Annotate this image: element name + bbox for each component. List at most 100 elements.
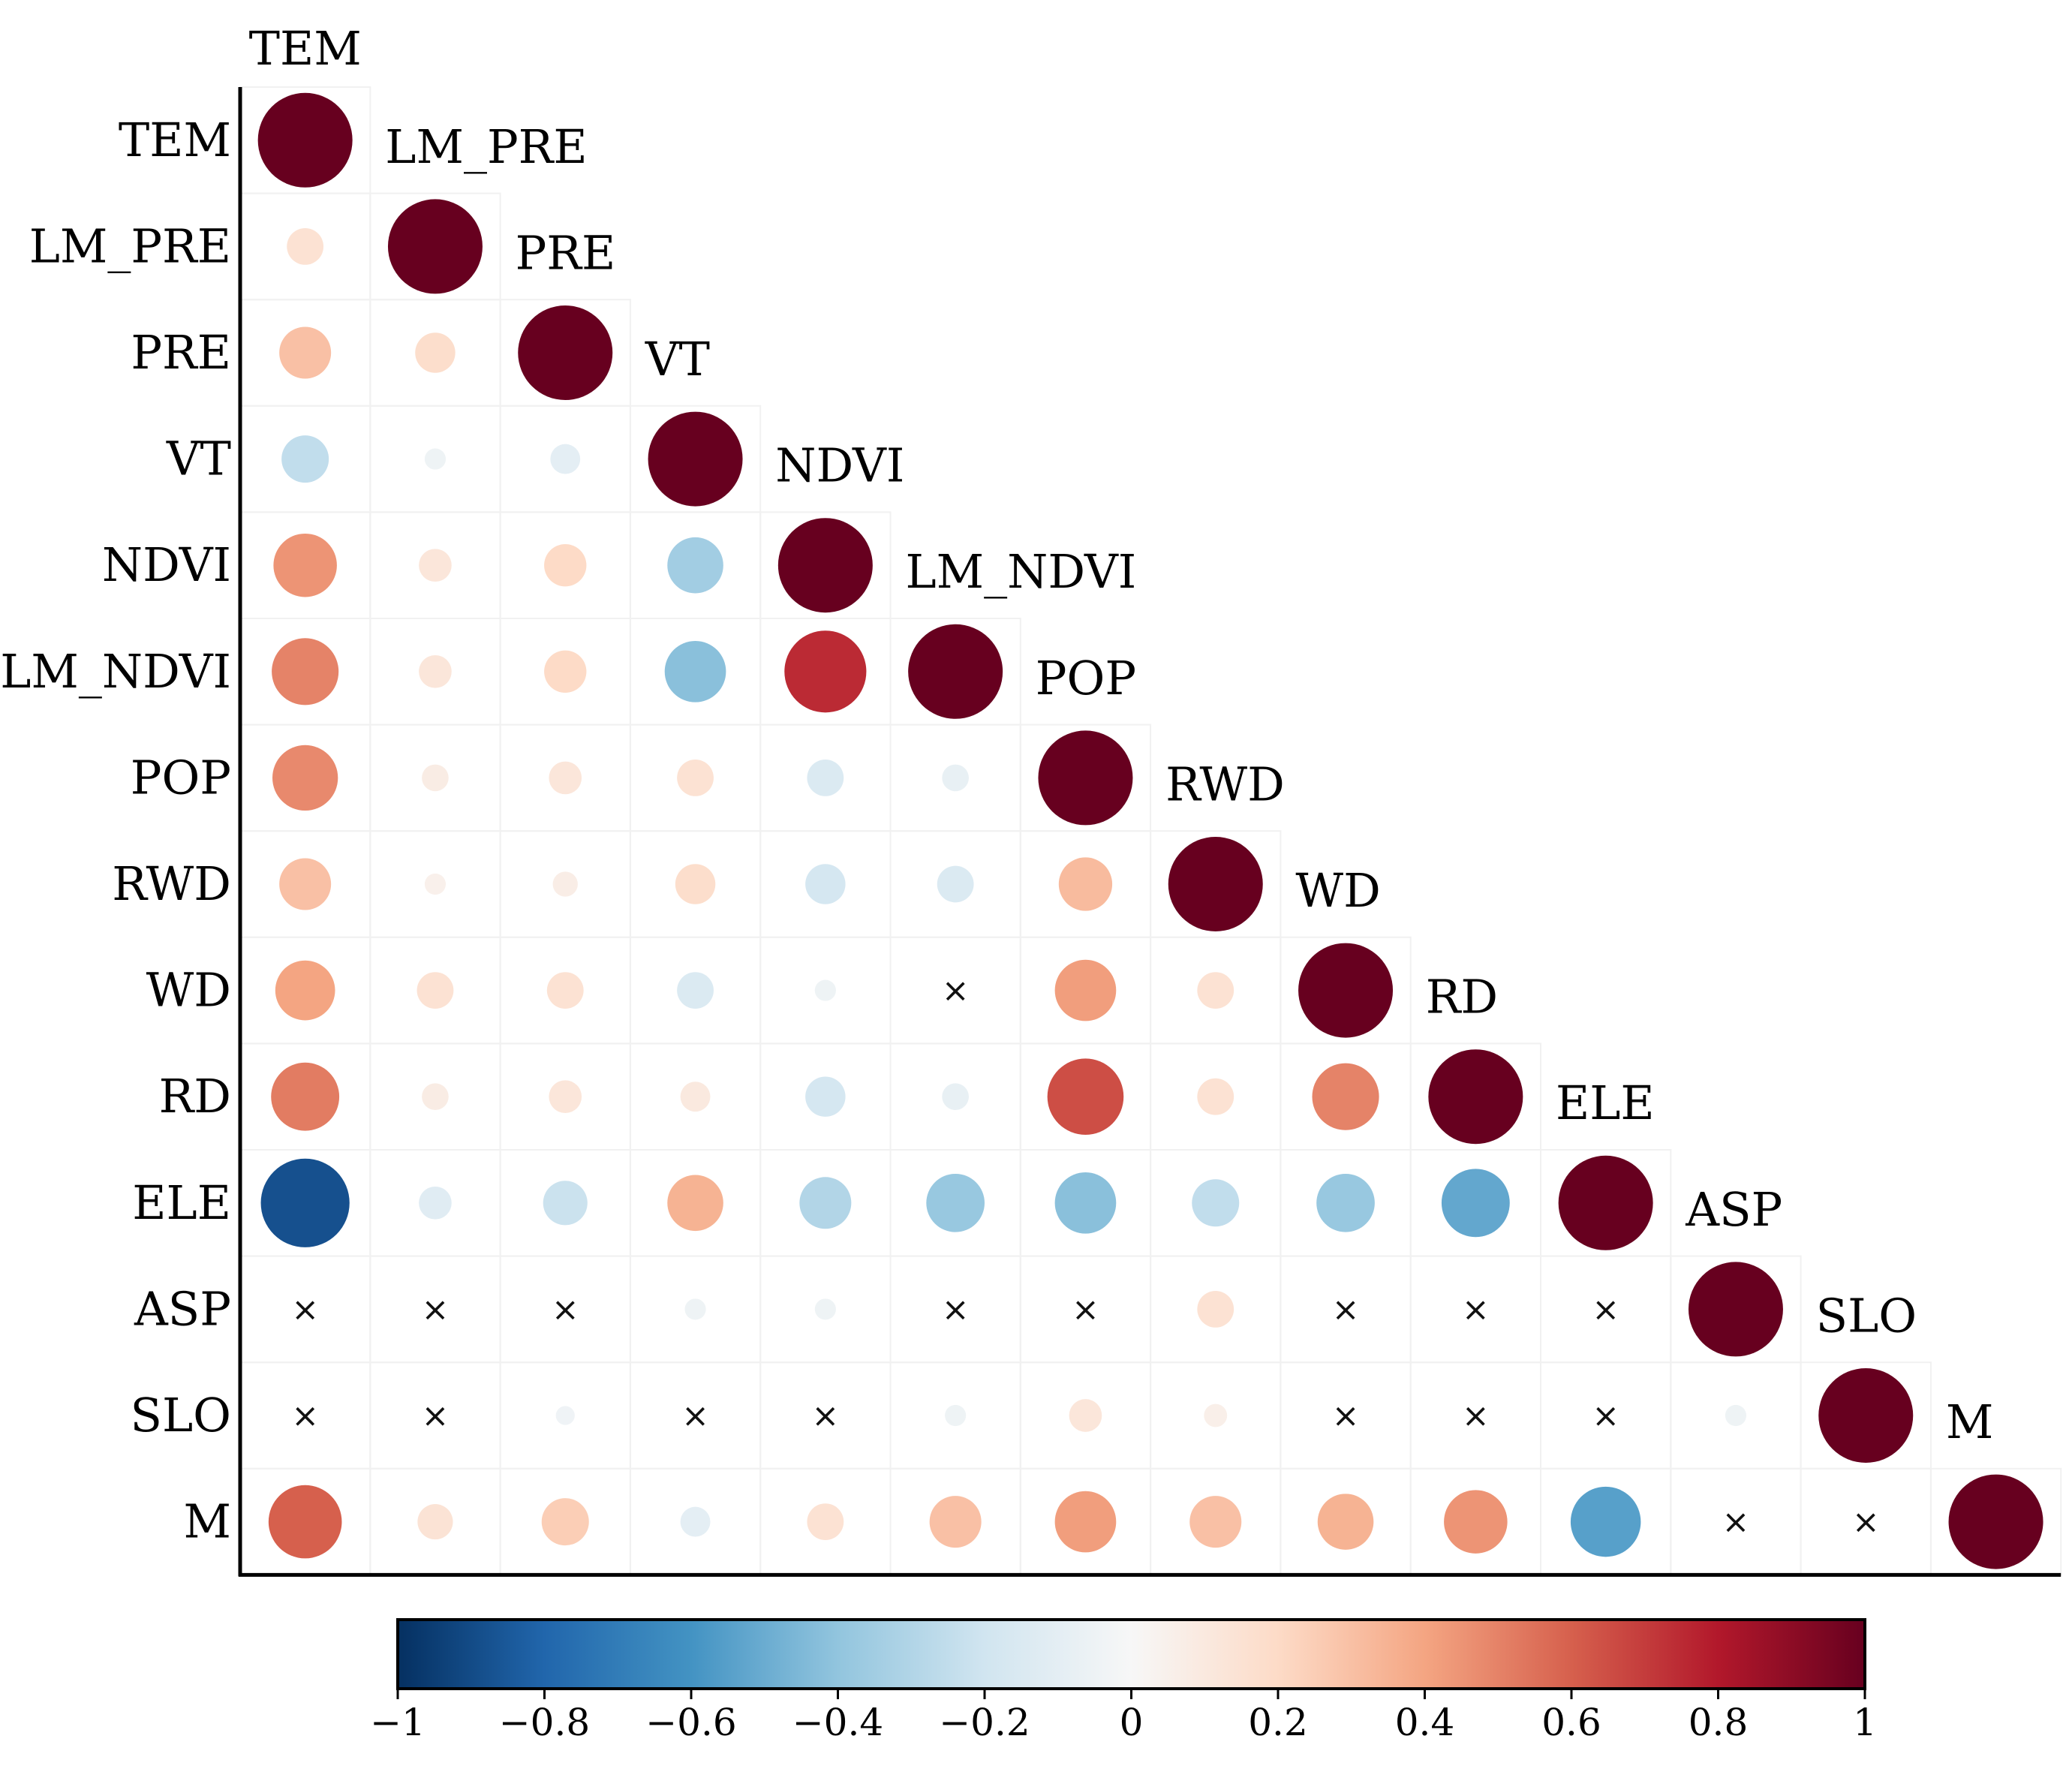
colorbar-gradient: [396, 1618, 1866, 1690]
correlation-circle: [549, 1080, 582, 1114]
correlation-circle: [680, 1082, 711, 1112]
diagonal-label: M: [1946, 1394, 1993, 1449]
correlation-circle: [1192, 1179, 1240, 1227]
row-label: ELE: [132, 1175, 231, 1230]
correlation-circle: [667, 1175, 723, 1232]
colorbar-tick-label: 0: [1120, 1701, 1144, 1744]
row-label: WD: [146, 963, 231, 1018]
correlation-circle: [1204, 1403, 1228, 1428]
insignificant-mark: ×: [422, 1290, 450, 1328]
colorbar-tick-label: 0.4: [1395, 1701, 1455, 1744]
correlation-circle: [271, 1062, 340, 1131]
correlation-circle: [1441, 1169, 1510, 1238]
correlation-circle: [814, 979, 836, 1001]
correlation-circle: [799, 1177, 852, 1229]
correlation-circle: [419, 549, 452, 582]
insignificant-mark: ×: [1592, 1290, 1619, 1328]
correlation-circle: [287, 228, 324, 265]
correlation-circle: [664, 640, 726, 702]
correlation-circle: [544, 650, 587, 693]
correlation-circle: [419, 654, 452, 688]
correlation-circle: [260, 1158, 350, 1247]
insignificant-mark: ×: [1332, 1397, 1360, 1435]
correlation-circle: [422, 1083, 449, 1111]
insignificant-mark: ×: [291, 1290, 319, 1328]
correlation-circle: [1316, 1173, 1375, 1232]
colorbar-tick-label: −0.4: [792, 1701, 883, 1744]
insignificant-mark: ×: [1462, 1290, 1490, 1328]
correlation-circle: [1570, 1486, 1641, 1557]
correlation-marks: × × × × × × × × × × × × × × × × × ×: [257, 92, 2043, 1569]
correlation-circle: [937, 865, 974, 903]
correlation-circle: [945, 1404, 967, 1427]
insignificant-mark: ×: [1852, 1503, 1880, 1542]
diagonal-label: WD: [1295, 863, 1380, 918]
correlation-circle: [684, 1298, 706, 1320]
row-label: PRE: [131, 325, 231, 380]
cell-grid: [239, 86, 2062, 1576]
correlation-circle: [942, 764, 969, 792]
row-label: ASP: [134, 1281, 231, 1336]
insignificant-mark: ×: [1462, 1397, 1490, 1435]
variable-labels: TEMTEMLM_PRELM_PREPREPREVTVTNDVINDVILM_N…: [0, 21, 1993, 1549]
correlation-circle: [272, 638, 339, 705]
correlation-circle: [1197, 972, 1234, 1009]
diagonal-label: ELE: [1556, 1076, 1655, 1130]
correlation-circle: [807, 760, 844, 796]
correlation-circle: [424, 448, 447, 470]
colorbar-tick-label: −1: [370, 1701, 426, 1744]
insignificant-mark: ×: [1332, 1290, 1360, 1328]
correlation-circle: [667, 537, 723, 594]
diagonal-label: LM_NDVI: [906, 544, 1137, 599]
correlation-circle: [1038, 730, 1133, 826]
diagonal-label: RWD: [1165, 757, 1285, 811]
diagonal-label: LM_PRE: [385, 119, 587, 174]
colorbar: −1 −0.8 −0.6 −0.4 −0.2 0 0.2 0.4 0.6 0.8 1: [370, 1618, 1877, 1744]
row-label: POP: [131, 750, 231, 805]
correlation-circle: [1168, 837, 1263, 931]
correlation-circle: [268, 1485, 342, 1559]
diagonal-label: ASP: [1685, 1182, 1782, 1237]
axes: [238, 87, 2061, 1577]
row-label: LM_NDVI: [0, 644, 231, 699]
correlation-circle: [1558, 1155, 1653, 1250]
correlation-circle: [1298, 943, 1394, 1038]
correlation-circle: [1818, 1368, 1914, 1463]
correlation-circle: [1054, 959, 1117, 1021]
colorbar-tick-label: 0.6: [1541, 1701, 1601, 1744]
correlation-circle: [926, 1173, 985, 1232]
correlation-circle: [1444, 1490, 1508, 1554]
correlation-circle: [279, 326, 332, 379]
correlation-circle: [543, 1181, 588, 1226]
insignificant-mark: ×: [942, 972, 970, 1010]
correlation-circle: [677, 972, 714, 1009]
correlation-circle: [275, 960, 335, 1021]
correlation-circle: [550, 444, 581, 474]
correlation-circle: [805, 1076, 846, 1117]
correlation-circle: [1688, 1262, 1783, 1357]
row-label: RD: [159, 1069, 231, 1124]
colorbar-tick-label: −0.2: [939, 1701, 1030, 1744]
colorbar-tick-label: −0.6: [645, 1701, 736, 1744]
row-label: RWD: [112, 856, 231, 911]
correlation-circle: [272, 745, 338, 811]
correlation-circle: [1428, 1049, 1523, 1145]
correlation-circle: [1197, 1078, 1234, 1115]
insignificant-mark: ×: [681, 1397, 709, 1435]
correlation-circle: [908, 624, 1003, 719]
correlation-circle: [541, 1498, 589, 1546]
insignificant-mark: ×: [1592, 1397, 1619, 1435]
correlation-circle: [1312, 1063, 1379, 1130]
diagonal-label: POP: [1036, 651, 1136, 705]
correlation-circle: [1189, 1496, 1242, 1548]
correlation-circle: [424, 873, 447, 895]
correlation-circle: [387, 199, 483, 294]
correlation-circle: [555, 1406, 575, 1425]
correlation-circle: [777, 518, 873, 613]
correlation-circle: [1054, 1491, 1117, 1553]
correlation-circle: [814, 1298, 836, 1320]
correlation-circle: [1047, 1058, 1124, 1135]
correlation-circle: [552, 871, 578, 897]
insignificant-mark: ×: [811, 1397, 839, 1435]
